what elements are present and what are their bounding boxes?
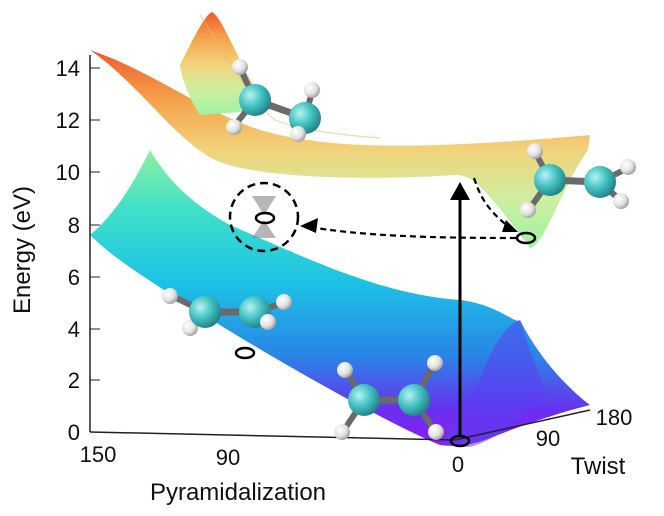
pyr-tick-0: 0: [452, 452, 464, 477]
y-tick-14: 14: [56, 56, 80, 81]
y-tick-12: 12: [56, 108, 80, 133]
ethylene-molecule-pyramidalized-icon: [162, 288, 292, 336]
y-tick-labels: 0 2 4 6 8 10 12 14: [56, 56, 80, 445]
twist-axis-label: Twist: [571, 453, 626, 480]
y-tick-4: 4: [68, 317, 80, 342]
y-tick-0: 0: [68, 420, 80, 445]
ethylene-molecule-right-icon: [520, 143, 636, 218]
y-tick-marks: [90, 67, 100, 433]
excited-state-minimum-marker: [515, 231, 537, 245]
twist-tick-90: 90: [536, 426, 560, 451]
pyramidalization-axis-label: Pyramidalization: [150, 479, 326, 506]
ethylene-molecule-planar-icon: [334, 355, 444, 440]
y-tick-10: 10: [56, 160, 80, 185]
pyramidalized-minimum-marker: [234, 346, 256, 360]
pyr-tick-150: 150: [80, 442, 117, 467]
y-tick-2: 2: [68, 368, 80, 393]
conical-intersection-marker: [228, 181, 300, 253]
y-axis-label: Energy (eV): [9, 186, 36, 314]
relaxation-path-arrow: [300, 177, 518, 240]
pyr-tick-90: 90: [216, 445, 240, 470]
lower-surface: [90, 150, 590, 447]
twist-tick-180: 180: [596, 405, 633, 430]
vertical-excitation-arrow: [450, 182, 470, 436]
axes: [89, 55, 591, 441]
ethylene-molecule-twisted-icon: [226, 59, 321, 142]
y-tick-8: 8: [68, 213, 80, 238]
y-tick-6: 6: [68, 265, 80, 290]
